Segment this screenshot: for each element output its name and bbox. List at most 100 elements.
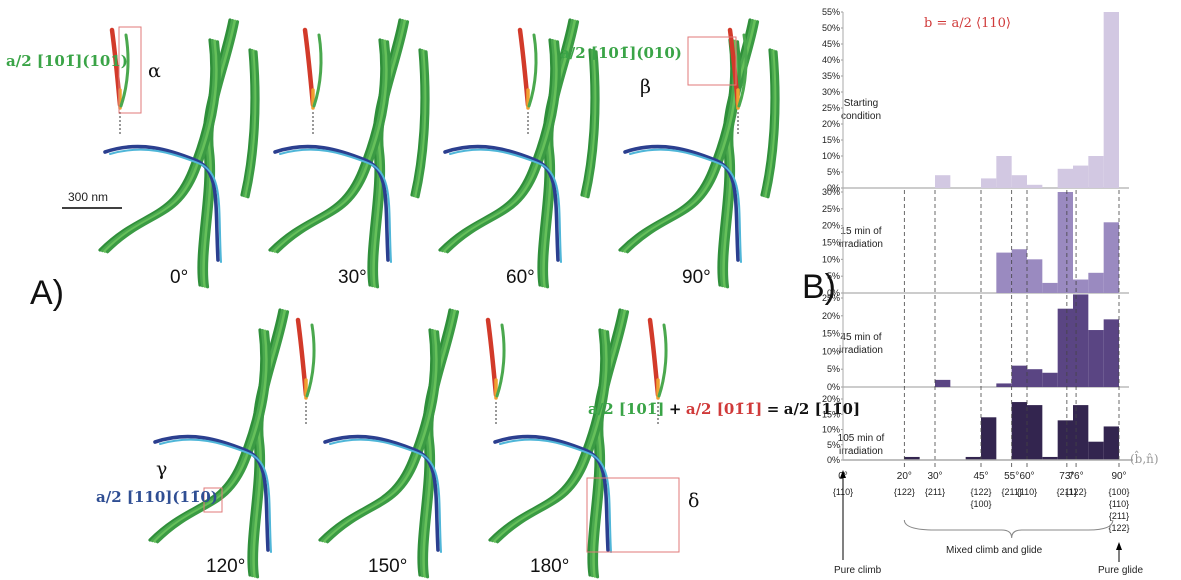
x-tick-label: 45° [973, 471, 988, 482]
plane-family-label: {122} [970, 487, 991, 497]
dislocation-line-branch [150, 329, 266, 543]
dislocation-line-branch [438, 38, 554, 252]
reaction-term-2: a/2 [01̄1̄] [685, 400, 763, 418]
condition-label: irradiation [839, 446, 883, 457]
burgers-gamma: a/2 [110](11̄0) [96, 488, 218, 506]
condition-label: 15 min of [840, 226, 881, 237]
x-tick-label: 55° [1004, 471, 1019, 482]
dislocation-line-main [424, 310, 460, 579]
dislocation-line-side [242, 49, 256, 198]
angle-0: 0° [170, 267, 189, 288]
dislocation-line-blue [493, 434, 610, 552]
histogram-bar [1011, 365, 1027, 387]
dislocation-line-branch [270, 39, 386, 253]
histogram-bar [996, 252, 1012, 293]
y-tick-label: 25% [822, 103, 840, 113]
dislocation-line-main [374, 20, 410, 289]
condition-label: irradiation [839, 345, 883, 356]
dislocation-line-main [542, 19, 577, 288]
histogram-bar [935, 379, 951, 387]
segment-green [737, 33, 748, 108]
mixed-brace [903, 519, 1114, 539]
y-tick-label: 30% [822, 187, 840, 197]
histogram-bar [965, 456, 981, 460]
angle-150: 150° [368, 556, 408, 577]
histogram-chart: 0% 5% 10% 15% 20% 25% 30% 35% 40% 45% 50% 55% Starti… [822, 7, 1133, 562]
histogram-bar [1027, 184, 1043, 188]
reaction-equals: = [766, 400, 780, 418]
dislocation-line-branch [103, 39, 219, 253]
beta-label: β [640, 76, 651, 98]
dislocation-line-branch [273, 39, 389, 253]
pure-climb-arrowhead [840, 470, 846, 478]
y-tick-label: 0% [827, 455, 840, 465]
dislocation-line-cyan [329, 438, 442, 553]
dislocation-line-side [246, 50, 260, 199]
y-tick-label: 20% [822, 221, 840, 231]
dislocation-line-branch [625, 40, 741, 254]
histogram-bar [935, 175, 951, 188]
y-tick-label: 5% [827, 167, 840, 177]
x-tick-label: 20° [897, 471, 912, 482]
condition-label: 105 min of [838, 433, 885, 444]
dislocation-line-main [722, 19, 757, 288]
dislocation-line-side [410, 48, 424, 197]
segment-green [495, 323, 506, 398]
dislocation-line-main [589, 309, 625, 578]
angle-30: 30° [338, 267, 367, 288]
dislocation-line-branch [100, 39, 216, 253]
pure-climb-label: Pure climb [834, 565, 882, 576]
x-tick-label: 73° [1059, 471, 1074, 482]
alpha-label: α [148, 60, 161, 82]
plane-family-label: {211} [925, 487, 945, 497]
histogram-bar [1103, 319, 1119, 387]
reaction-term-1: a/2 [101̄] [588, 400, 665, 418]
dislocation-line-branch [618, 38, 734, 252]
dislocation-line-side [586, 50, 600, 199]
segment-green [527, 33, 538, 108]
y-tick-label: 10% [822, 346, 840, 356]
plane-family-label: {122} [1066, 487, 1087, 497]
histogram-bar [1011, 249, 1027, 293]
histogram-bar [1042, 372, 1058, 387]
dislocation-line-main [539, 19, 575, 288]
histogram-bar [1103, 426, 1119, 460]
y-tick-label: 0% [827, 183, 840, 193]
plane-family-label: {100} [970, 499, 991, 509]
pure-glide-arrowhead [1116, 542, 1122, 550]
plane-family-label: {122} [1108, 523, 1129, 533]
histogram-bar [1057, 420, 1073, 460]
dislocation-line-branch [98, 38, 214, 252]
dislocation-line-blue [443, 144, 560, 262]
panel-b-label: B) [802, 268, 836, 306]
dislocation-line-side [766, 50, 780, 199]
gamma-label: γ [156, 458, 168, 480]
histogram-bar [996, 383, 1012, 387]
angle-180: 180° [530, 556, 570, 577]
histogram-bar [1042, 456, 1058, 460]
histogram-bar [1027, 259, 1043, 293]
burgers-beta: a/2 [101̄](010) [560, 44, 682, 62]
x-tick-label: 76° [1069, 471, 1084, 482]
dislocation-line-main [419, 309, 455, 578]
segment-green [657, 323, 668, 398]
x-tick-label: 60° [1019, 471, 1034, 482]
dislocation-line-side [416, 50, 430, 199]
condition-label: 45 min of [840, 332, 881, 343]
y-tick-label: 5% [827, 364, 840, 374]
segment-green [305, 323, 316, 398]
condition-label: condition [841, 111, 881, 122]
dislocation-line-branch [318, 328, 434, 542]
histogram-bar [1011, 175, 1027, 188]
histogram-bar [1088, 330, 1104, 387]
dislocation-line-main [204, 20, 240, 289]
histogram-bar [1088, 272, 1104, 293]
y-tick-label: 0% [827, 382, 840, 392]
dislocation-line-side [240, 48, 254, 197]
angle-90: 90° [682, 267, 711, 288]
y-tick-label: 15% [822, 409, 840, 419]
y-tick-label: 15% [822, 135, 840, 145]
alpha-box [118, 26, 142, 114]
y-tick-label: 10% [822, 425, 840, 435]
